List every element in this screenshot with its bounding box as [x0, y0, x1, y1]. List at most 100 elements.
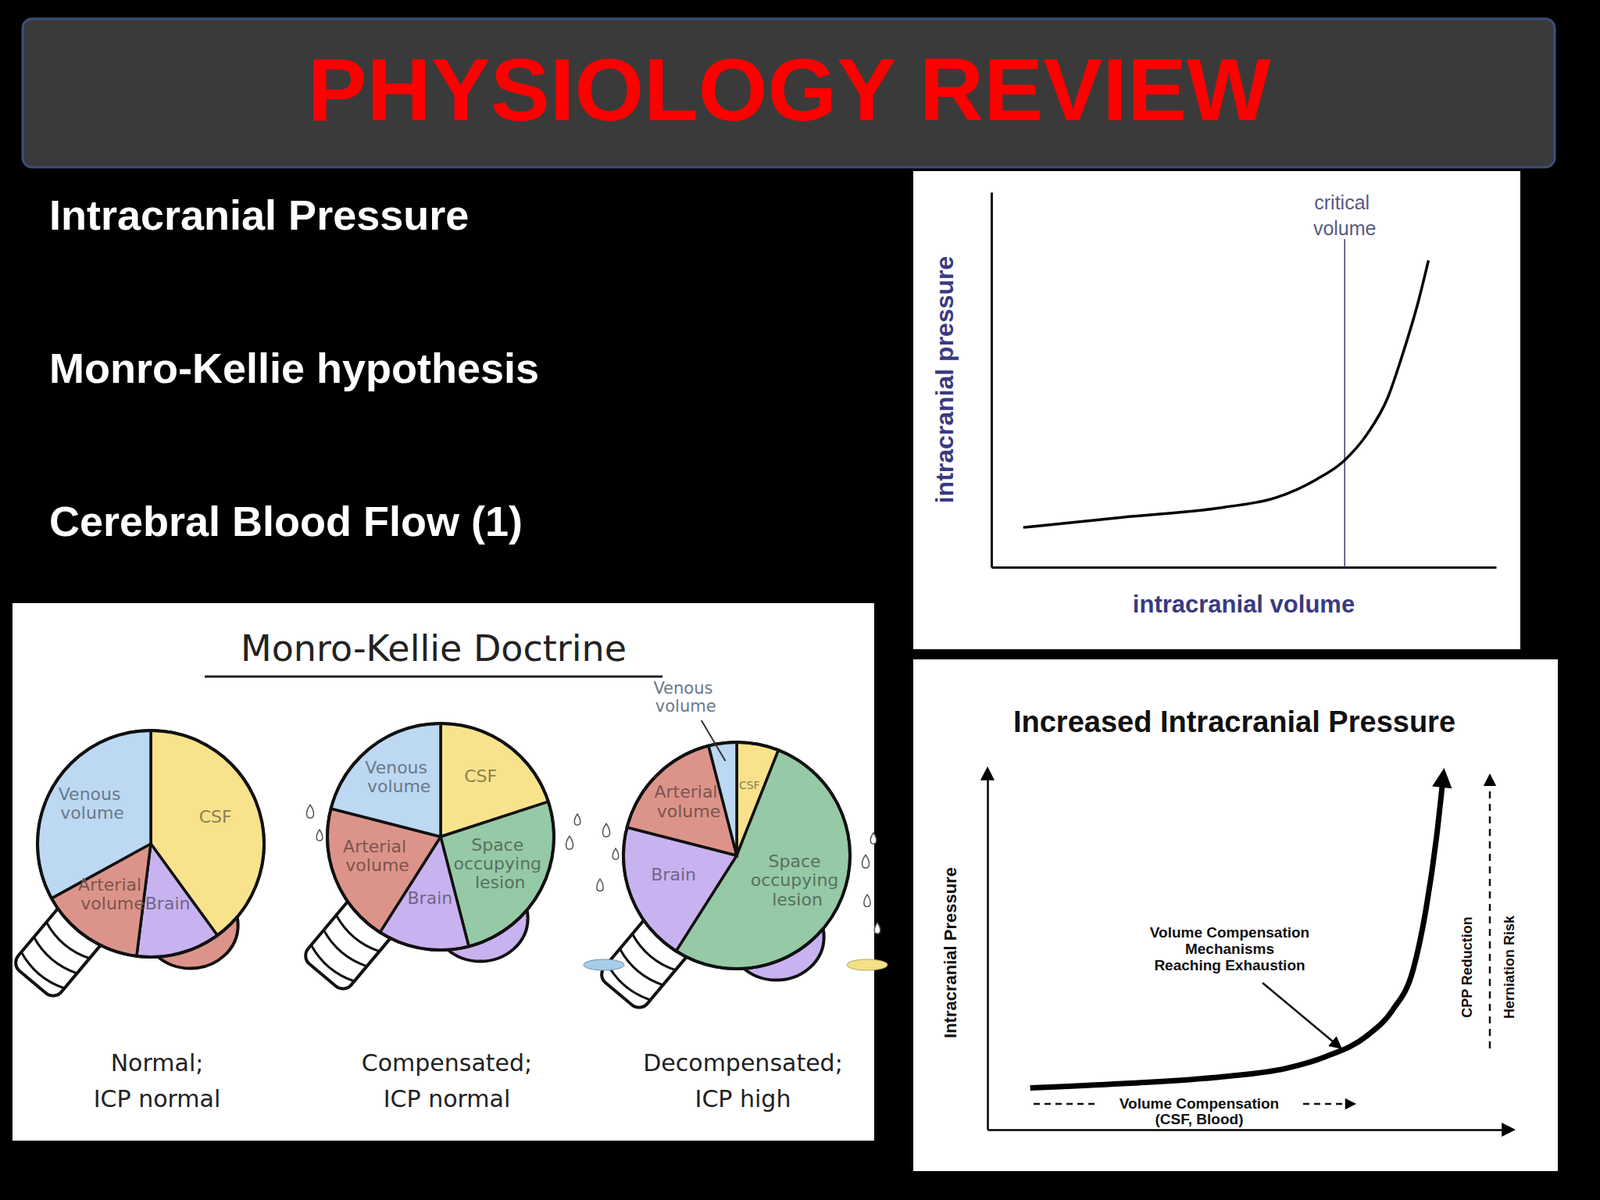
label-line: CSF — [739, 778, 761, 792]
state-caption: ICP normal — [383, 1085, 511, 1113]
axis-line — [988, 1128, 1509, 1132]
annotation-arrow-head — [1328, 1035, 1343, 1050]
label-line: lesion — [475, 872, 526, 893]
title-bar — [22, 18, 1555, 168]
segment-label: CSF — [739, 778, 761, 792]
label-line: Venous — [364, 757, 433, 778]
sweat-drop — [612, 848, 619, 860]
head-outline — [37, 730, 265, 958]
sweat-drop — [566, 835, 574, 850]
segment-label: Brain — [407, 888, 454, 908]
label-line: CSF — [464, 766, 497, 786]
title-underline — [204, 675, 663, 679]
puddle — [846, 959, 888, 971]
label-line: Venous — [653, 678, 718, 698]
label-line: volume — [80, 893, 145, 914]
label-line: CSF — [199, 807, 233, 827]
sweat-drop — [307, 804, 315, 818]
bullet-text: Cerebral Blood Flow (1) — [49, 497, 523, 545]
label-line: volume — [657, 801, 722, 822]
segment-label: Venous volume — [364, 757, 433, 797]
state-caption: Normal; — [110, 1049, 204, 1077]
label-line: volume — [367, 776, 432, 797]
chart-title: Increased Intracranial Pressure — [1013, 705, 1456, 739]
panel-background — [913, 659, 1558, 1172]
head-outline — [623, 742, 850, 969]
chart-critical-volume: critical volumeintracranial pressureintr… — [913, 171, 1521, 650]
panel-background — [913, 171, 1521, 650]
dashed-arrow-head — [1345, 1098, 1357, 1111]
dashed-arrow-head — [1483, 773, 1497, 786]
dashed-arrow — [1303, 1103, 1346, 1106]
annotation-arrow — [1262, 982, 1336, 1044]
y-axis — [987, 776, 989, 1131]
sweat-drop — [603, 823, 611, 837]
segment-label: Brain — [650, 864, 697, 885]
dashed-arrow — [1033, 1103, 1097, 1106]
label-line: Brain — [145, 893, 191, 914]
pie-slice — [331, 723, 441, 837]
x-axis-title: intracranial volume — [1132, 590, 1355, 618]
label-line: lesion — [771, 889, 823, 910]
segment-label: Arterial volume — [78, 875, 147, 914]
axis-line — [990, 192, 993, 568]
puddle — [583, 959, 625, 971]
segment-label: Space occupying lesion — [453, 835, 547, 893]
doctrine-title: Monro-Kellie Doctrine — [240, 627, 627, 670]
curve — [1030, 775, 1444, 1089]
segment-label: CSF — [464, 766, 497, 786]
y-axis — [991, 192, 993, 568]
pie-slices — [327, 723, 554, 950]
segment-label: CSF — [199, 807, 233, 827]
sweat-drop — [316, 829, 323, 841]
neck-ring — [307, 945, 355, 986]
head-diagram: CSF Space occupying lesionBrain Arterial v… — [300, 723, 580, 1113]
critical-volume-label: critical volume — [1313, 191, 1377, 240]
bullet-text: Monro-Kellie hypothesis — [49, 344, 540, 392]
head-diagram: CSF Space occupying lesion Brain Arterial v… — [583, 678, 888, 1113]
neck-ring — [17, 952, 65, 993]
annotation-text: Volume Compensation — [1150, 924, 1310, 941]
sweat-drop — [864, 894, 871, 907]
label-line: Brain — [407, 888, 454, 908]
segment-label: Arterial volume — [342, 836, 412, 875]
segment-label: Arterial volume — [653, 782, 723, 821]
label-line: volume — [655, 696, 717, 716]
label-line: Brain — [650, 864, 697, 885]
y-axis-title: Intracranial Pressure — [940, 867, 961, 1039]
slide: PHYSIOLOGY REVIEW Intracranial Pressure Mo… — [0, 0, 1600, 1200]
segment-label: Venous volume — [653, 678, 718, 716]
sweat-drop — [862, 854, 870, 868]
label-line: volume — [345, 855, 410, 875]
plot-area — [1030, 775, 1444, 1089]
state-caption: ICP high — [695, 1085, 792, 1113]
annotation-text: Mechanisms — [1185, 940, 1275, 958]
sweat-drop — [870, 832, 877, 844]
label-line: Arterial — [653, 782, 723, 802]
label-line: Space — [767, 851, 826, 872]
critical-volume-line — [1343, 239, 1346, 568]
bullet-text: Intracranial Pressure — [49, 191, 469, 239]
panel-background — [12, 603, 875, 1141]
slide-title: PHYSIOLOGY REVIEW — [307, 39, 1272, 140]
segment-label: Space occupying lesion — [750, 851, 845, 909]
axis-arrow — [980, 766, 995, 781]
side-label: Herniation Risk — [1501, 914, 1518, 1019]
sweat-drop — [574, 814, 581, 825]
pie-slice — [37, 730, 151, 899]
state-caption: ICP normal — [93, 1085, 222, 1113]
head-diagram: CSF BrainArterial volume Venous volume Norm… — [10, 730, 265, 1113]
segment-label: Brain — [145, 893, 191, 914]
dashed-arrow — [1489, 784, 1492, 1049]
sweat-drop — [596, 878, 604, 891]
axis-arrow — [1501, 1122, 1516, 1137]
label-line: Venous — [58, 784, 127, 804]
background — [0, 0, 1600, 1200]
label-line: occupying — [750, 870, 845, 890]
label-line: Arterial — [342, 836, 412, 857]
annotation-text: Reaching Exhaustion — [1153, 957, 1305, 974]
axis-line — [992, 566, 1497, 569]
segment-label: Venous volume — [58, 784, 127, 823]
chart-increased-icp: Increased Intracranial Pressure Intracran… — [913, 659, 1558, 1172]
plot-area — [1023, 260, 1429, 528]
